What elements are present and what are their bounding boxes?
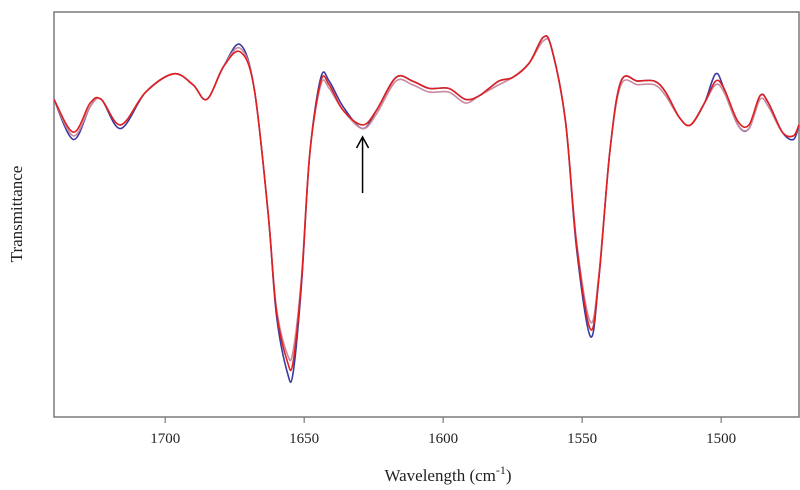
x-axis-title-close: ) <box>506 466 512 485</box>
arrow-head <box>355 135 370 149</box>
series-layer <box>54 35 800 384</box>
x-axis-title-main: Wavelength (cm <box>384 466 495 485</box>
x-axis-title-superscript: -1 <box>496 463 506 477</box>
arrow-annotation <box>355 135 370 193</box>
x-tick-label-1500: 1500 <box>706 431 736 447</box>
x-tick-label-1600: 1600 <box>428 431 458 447</box>
x-tick-label-1650: 1650 <box>289 431 319 447</box>
x-tick-label-1550: 1550 <box>567 431 597 447</box>
x-axis-title: Wavelength (cm-1) <box>384 463 511 485</box>
x-axis-ticks: 1700 1650 1600 1550 1500 <box>150 417 736 447</box>
plot-frame <box>53 11 800 418</box>
x-tick-label-1700: 1700 <box>150 431 180 447</box>
y-axis-title: Transmittance <box>7 166 26 263</box>
spectrum-line-3 <box>54 35 800 372</box>
